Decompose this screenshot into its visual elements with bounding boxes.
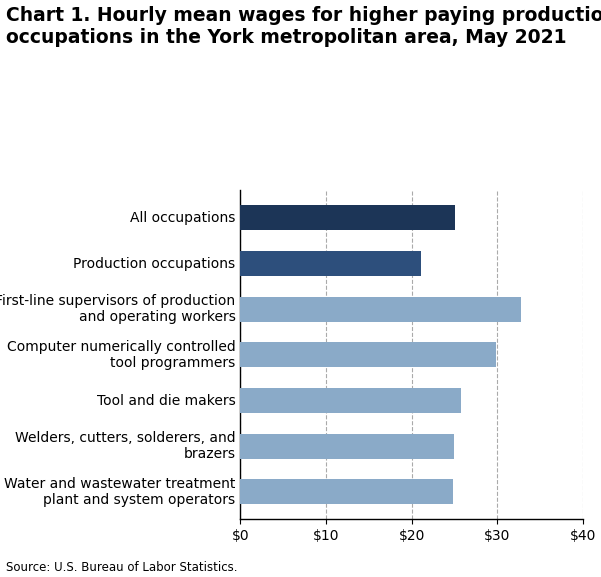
Text: Source: U.S. Bureau of Labor Statistics.: Source: U.S. Bureau of Labor Statistics. xyxy=(6,561,237,574)
Bar xyxy=(240,205,456,230)
Bar xyxy=(240,479,453,504)
Bar xyxy=(240,342,496,368)
Bar xyxy=(240,297,521,322)
Bar xyxy=(240,433,454,459)
Bar xyxy=(240,388,462,413)
Text: Chart 1. Hourly mean wages for higher paying production
occupations in the York : Chart 1. Hourly mean wages for higher pa… xyxy=(6,6,601,47)
Bar xyxy=(240,251,421,276)
